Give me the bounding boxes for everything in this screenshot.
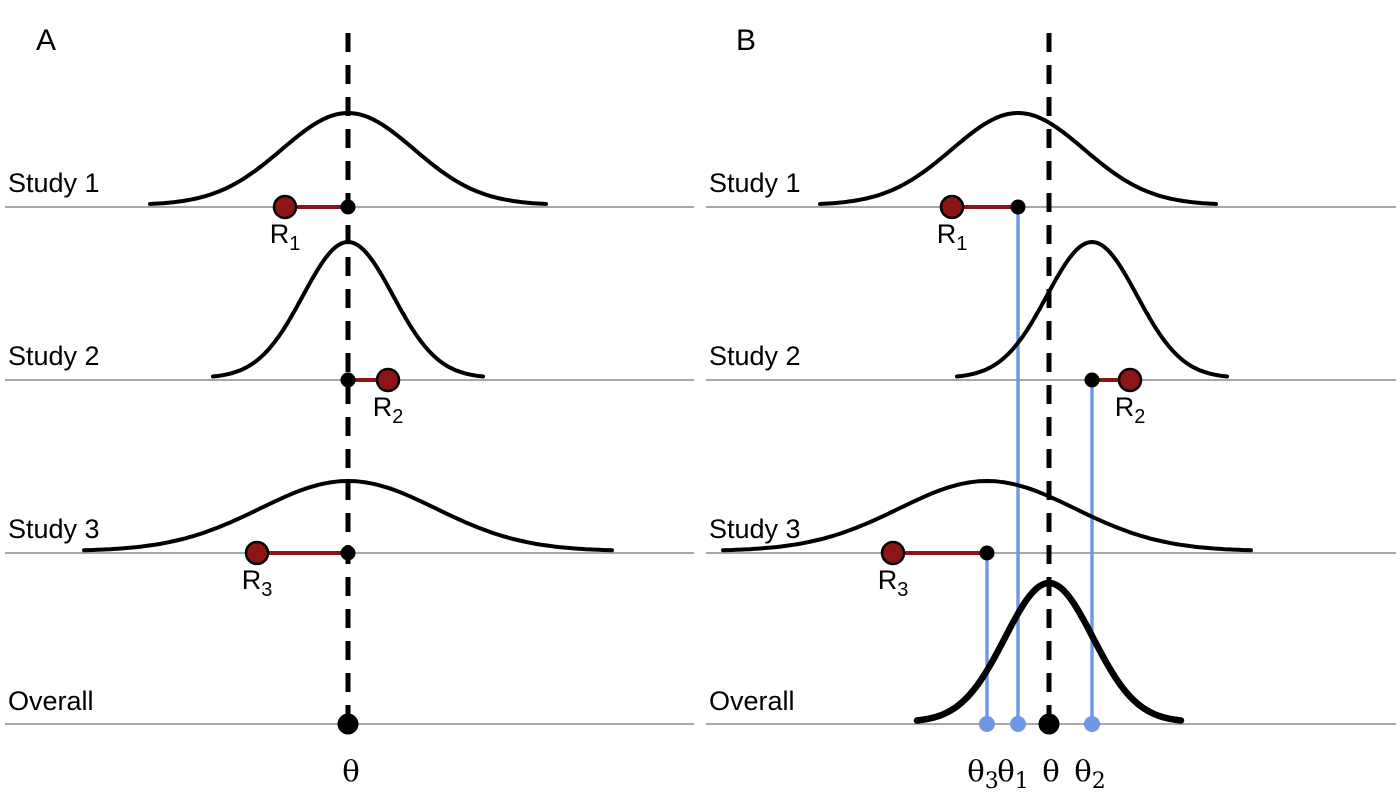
result-dot [375, 367, 401, 393]
study-curve [955, 240, 1229, 379]
study-mean-dot [979, 545, 995, 561]
study-mean-dot [340, 545, 356, 561]
panel-label: B [736, 24, 756, 57]
result-label: R3 [242, 565, 273, 601]
result-label: R2 [373, 392, 404, 428]
result-dot [880, 540, 906, 566]
study-label: Study 1 [709, 168, 801, 198]
theta-projection-dot [1010, 716, 1026, 732]
study-curve [148, 111, 548, 206]
overall-label: Overall [709, 686, 795, 716]
study-curve [721, 479, 1253, 553]
result-dot [244, 540, 270, 566]
result-label: R1 [937, 219, 968, 255]
study-label: Study 2 [709, 341, 801, 371]
result-dot [939, 194, 965, 220]
result-label: R3 [878, 565, 909, 601]
study-curve [82, 479, 614, 553]
theta-label: θ2 [1074, 754, 1105, 794]
overall-curve [913, 579, 1185, 724]
overall-theta-dot [337, 713, 359, 735]
overall-label: Overall [8, 686, 94, 716]
result-dot [272, 194, 298, 220]
result-dot [1117, 367, 1143, 393]
study-curve [818, 111, 1218, 206]
study-mean-dot [340, 372, 356, 388]
study-label: Study 1 [8, 168, 100, 198]
theta-label: θ [1042, 754, 1059, 788]
result-label: R1 [270, 219, 301, 255]
study-label: Study 3 [8, 514, 100, 544]
study-curve [211, 240, 485, 379]
theta-projection-dot [1084, 716, 1100, 732]
study-label: Study 2 [8, 341, 100, 371]
panel-label: A [36, 24, 56, 57]
theta-label: θ [342, 754, 359, 788]
study-mean-dot [1084, 372, 1100, 388]
study-mean-dot [1010, 199, 1026, 215]
study-label: Study 3 [709, 514, 801, 544]
theta-label: θ1 [997, 754, 1028, 794]
theta-projection-dot [979, 716, 995, 732]
overall-theta-dot [1038, 713, 1060, 735]
theta-label: θ3 [967, 754, 998, 794]
result-label: R2 [1115, 392, 1146, 428]
study-mean-dot [340, 199, 356, 215]
panel-a: Study 1 R1 Study 2 R2 Study 3 R3 Overall θ A [5, 24, 694, 788]
